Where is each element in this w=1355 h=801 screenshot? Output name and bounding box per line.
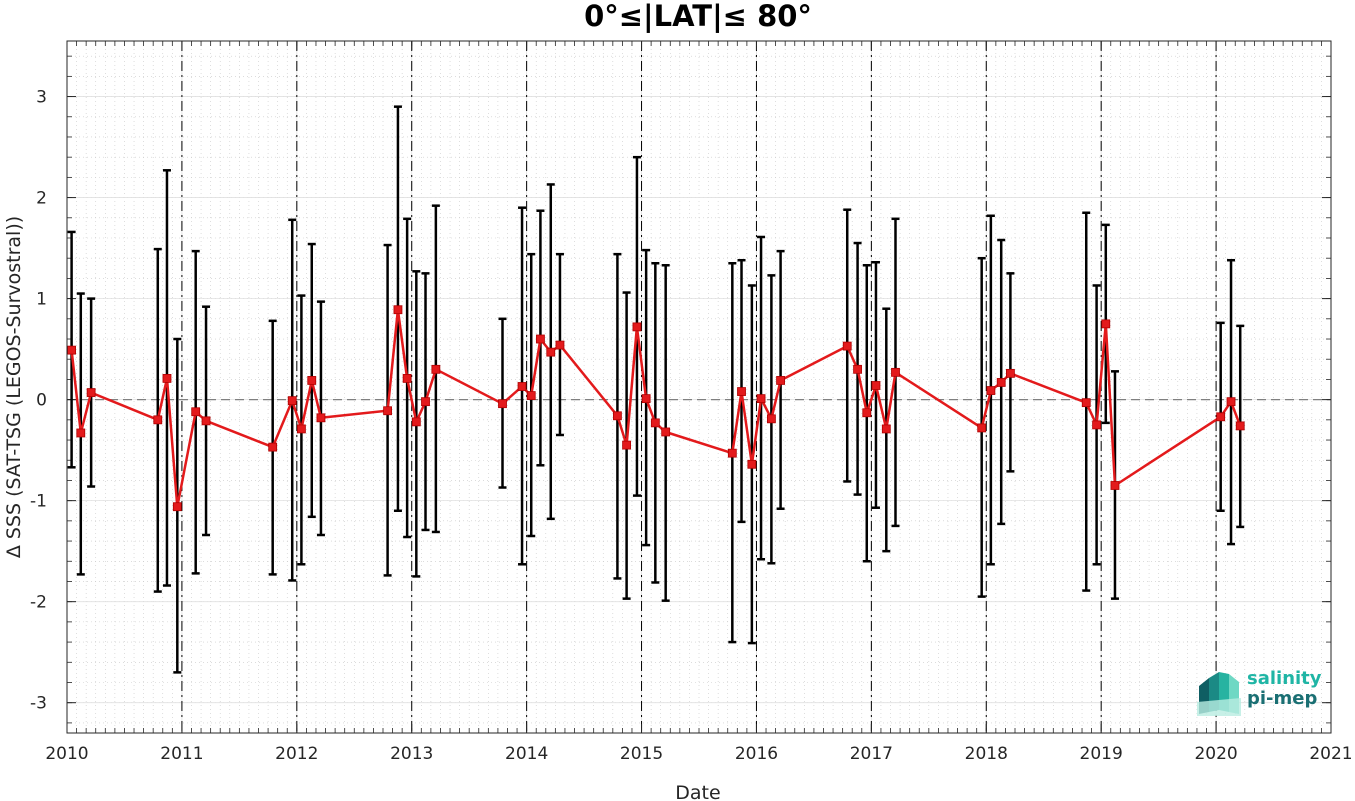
year-separators bbox=[181, 41, 1217, 733]
data-point bbox=[201, 416, 211, 426]
x-tick-label: 2011 bbox=[160, 744, 203, 764]
x-tick-label: 2021 bbox=[1309, 744, 1352, 764]
data-point bbox=[526, 391, 536, 400]
x-tick-label: 2018 bbox=[965, 744, 1008, 764]
data-point bbox=[411, 417, 421, 427]
data-point bbox=[1235, 421, 1245, 431]
data-point bbox=[747, 459, 757, 469]
logo-text-pi-mep: pi-mep bbox=[1247, 688, 1318, 709]
salinity-pi-mep-logo: salinity pi-mep bbox=[1195, 668, 1335, 718]
data-point bbox=[766, 414, 776, 424]
data-point bbox=[307, 376, 317, 385]
error-bars bbox=[67, 105, 1245, 674]
data-point bbox=[986, 386, 996, 395]
data-point bbox=[891, 367, 900, 377]
data-point bbox=[737, 387, 746, 396]
data-point bbox=[546, 347, 556, 357]
data-point bbox=[622, 440, 632, 450]
data-point bbox=[1006, 368, 1015, 378]
data-point bbox=[536, 334, 545, 344]
data-point bbox=[650, 418, 660, 428]
data-point bbox=[86, 388, 96, 397]
data-point bbox=[76, 428, 86, 438]
data-point bbox=[776, 376, 785, 385]
data-point bbox=[153, 415, 163, 425]
y-tick-label: -3 bbox=[30, 694, 47, 714]
data-markers bbox=[67, 305, 1245, 512]
x-tick-label: 2013 bbox=[390, 744, 433, 764]
data-point bbox=[1110, 481, 1120, 490]
data-point bbox=[268, 442, 278, 452]
data-point bbox=[393, 305, 403, 315]
logo-wave-icon bbox=[1197, 672, 1241, 716]
data-point bbox=[498, 399, 507, 409]
data-point bbox=[172, 502, 182, 512]
data-point bbox=[1092, 420, 1101, 430]
data-point bbox=[421, 397, 430, 407]
minor-grid bbox=[66, 41, 1332, 733]
data-point bbox=[756, 394, 766, 404]
data-point bbox=[555, 340, 565, 350]
y-tick-label: -2 bbox=[30, 593, 47, 613]
data-point bbox=[853, 364, 862, 374]
x-tick-label: 2014 bbox=[505, 744, 548, 764]
data-point bbox=[996, 378, 1006, 387]
data-point bbox=[1226, 397, 1236, 407]
data-point bbox=[641, 394, 651, 404]
data-point bbox=[871, 381, 881, 390]
data-point bbox=[402, 374, 412, 383]
data-point bbox=[383, 406, 392, 416]
data-point bbox=[661, 427, 671, 437]
chart-title: 0°≤|LAT|≤ 80° bbox=[584, 0, 812, 33]
data-point bbox=[977, 423, 987, 433]
y-tick-labels: -3 -2 -1 0 1 2 3 bbox=[30, 88, 47, 714]
x-tick-label: 2020 bbox=[1194, 744, 1237, 764]
data-point bbox=[613, 411, 622, 421]
y-tick-label: 0 bbox=[36, 391, 47, 411]
data-point bbox=[1081, 398, 1091, 408]
data-point bbox=[67, 345, 76, 355]
x-tick-label: 2019 bbox=[1080, 744, 1123, 764]
y-axis-label: Δ SSS (SAT-TSG (LEGOS-Survostral)) bbox=[3, 216, 25, 558]
x-axis-label: Date bbox=[675, 782, 720, 801]
data-point bbox=[431, 364, 441, 374]
data-point bbox=[1216, 412, 1226, 422]
x-tick-label: 2010 bbox=[45, 744, 88, 764]
data-point bbox=[842, 341, 852, 351]
data-point bbox=[162, 374, 172, 383]
x-tick-labels: 2010 2011 2012 2013 2014 2015 2016 2017 2018 2019… bbox=[45, 744, 1352, 764]
x-tick-label: 2016 bbox=[735, 744, 778, 764]
x-tick-label: 2015 bbox=[620, 744, 663, 764]
y-tick-label: 3 bbox=[36, 88, 47, 108]
y-tick-label: 2 bbox=[36, 189, 47, 209]
y-tick-label: 1 bbox=[36, 290, 47, 310]
data-point bbox=[727, 448, 737, 458]
x-tick-label: 2017 bbox=[850, 744, 893, 764]
data-point bbox=[1101, 319, 1111, 329]
axes-box bbox=[66, 40, 1332, 734]
x-tick-label: 2012 bbox=[275, 744, 318, 764]
logo-text-salinity: salinity bbox=[1247, 668, 1322, 689]
data-point bbox=[316, 413, 326, 423]
y-tick-label: -1 bbox=[30, 492, 47, 512]
data-point bbox=[517, 382, 527, 391]
data-point bbox=[862, 408, 872, 418]
data-point bbox=[287, 396, 297, 406]
data-point bbox=[632, 322, 642, 332]
data-point bbox=[191, 407, 201, 417]
data-point bbox=[881, 424, 891, 434]
data-point bbox=[297, 424, 306, 434]
